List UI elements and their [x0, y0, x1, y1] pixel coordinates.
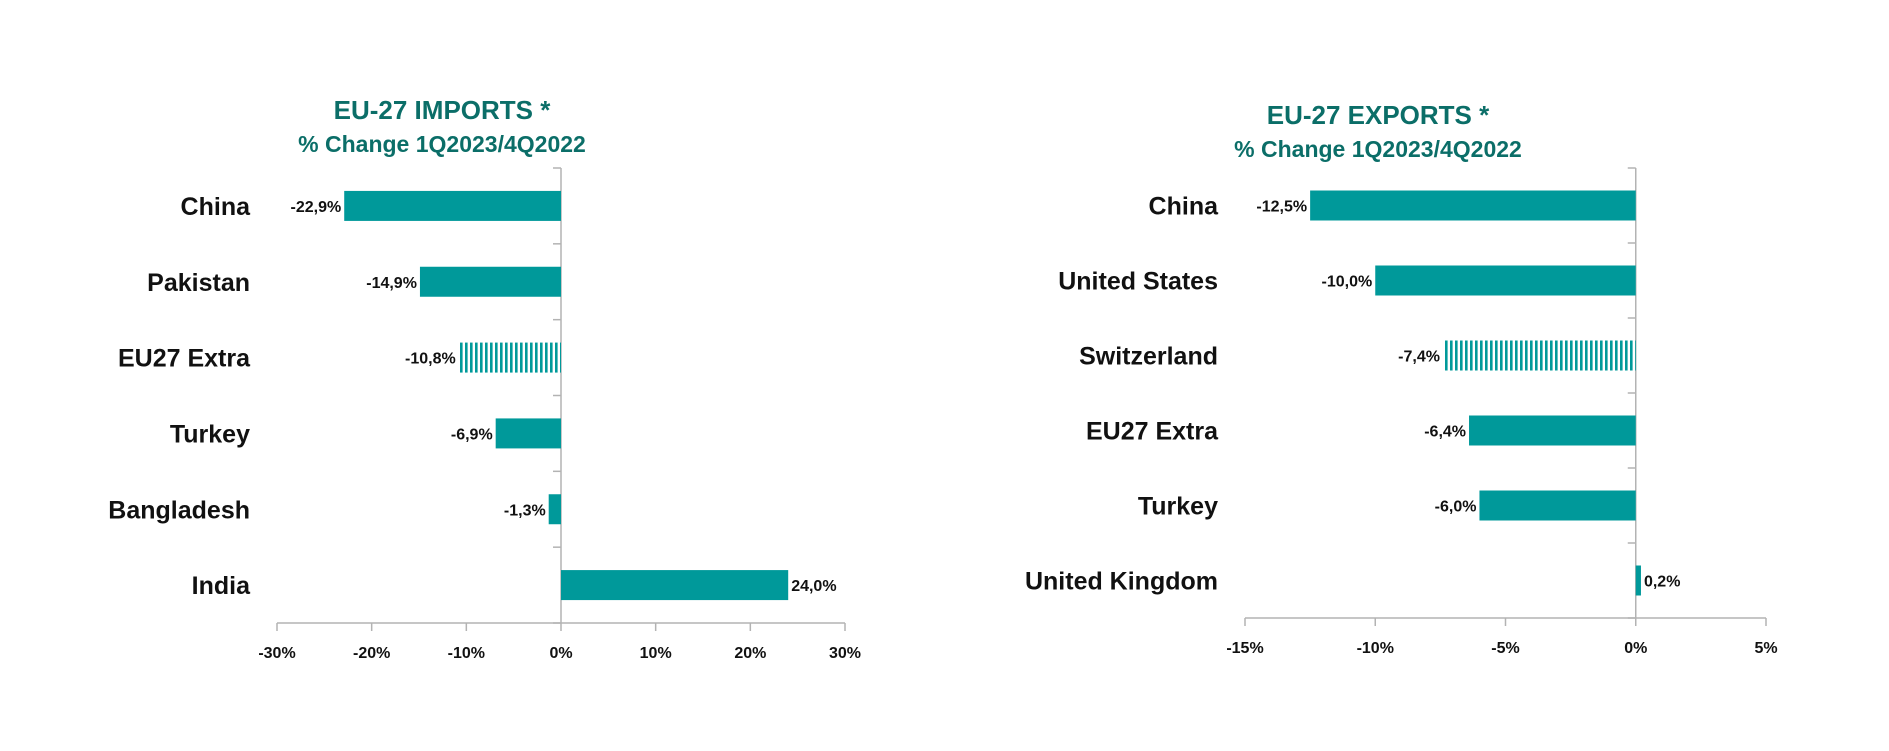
data-label: -10,0% — [1322, 274, 1373, 291]
chart-title: EU-27 EXPORTS * — [1267, 100, 1490, 130]
data-label: -6,9% — [451, 426, 493, 443]
bar — [1375, 265, 1636, 296]
chart-subtitle: % Change 1Q2023/4Q2022 — [1234, 136, 1522, 162]
category-label: India — [192, 572, 251, 600]
category-label: United States — [1058, 268, 1218, 296]
data-label: -22,9% — [291, 199, 342, 216]
x-tick-label: -5% — [1491, 640, 1519, 657]
chart-title: EU-27 IMPORTS * — [334, 95, 552, 125]
x-tick-label: -30% — [258, 645, 295, 662]
bar — [1479, 490, 1636, 521]
bar — [1469, 415, 1636, 446]
x-tick-label: -15% — [1226, 640, 1263, 657]
category-label: Turkey — [170, 420, 250, 448]
data-label: -1,3% — [504, 502, 546, 519]
exports-chart: EU-27 EXPORTS * % Change 1Q2023/4Q2022 -… — [1025, 100, 1778, 657]
x-tick-label: -20% — [353, 645, 390, 662]
bar — [548, 494, 561, 525]
x-tick-label: 0% — [1624, 640, 1647, 657]
x-tick-label: 10% — [640, 645, 672, 662]
data-label: 24,0% — [791, 578, 836, 595]
bar — [344, 190, 561, 221]
x-tick-label: 30% — [829, 645, 861, 662]
x-tick-label: 5% — [1754, 640, 1777, 657]
data-label: -7,4% — [1398, 349, 1440, 366]
bar — [419, 266, 561, 297]
x-tick-label: 0% — [549, 645, 572, 662]
category-label: Switzerland — [1079, 343, 1218, 371]
data-label: -6,4% — [1424, 424, 1466, 441]
category-label: Pakistan — [147, 269, 250, 297]
data-label: -6,0% — [1435, 499, 1477, 516]
x-tick-label: 20% — [734, 645, 766, 662]
x-tick-label: -10% — [448, 645, 485, 662]
category-label: United Kingdom — [1025, 568, 1218, 596]
bar — [495, 418, 561, 449]
category-label: EU27 Extra — [118, 345, 251, 373]
data-label: 0,2% — [1644, 574, 1680, 591]
category-label: China — [1149, 193, 1220, 221]
data-label: -14,9% — [366, 275, 417, 292]
category-label: EU27 Extra — [1086, 418, 1219, 446]
bar — [458, 342, 561, 373]
bar — [1442, 340, 1636, 371]
data-label: -10,8% — [405, 351, 456, 368]
bar — [1310, 190, 1636, 221]
category-label: China — [181, 193, 252, 221]
x-tick-label: -10% — [1357, 640, 1394, 657]
bar — [1635, 565, 1641, 596]
bar — [561, 570, 789, 601]
data-label: -12,5% — [1256, 199, 1307, 216]
category-label: Turkey — [1138, 493, 1218, 521]
category-label: Bangladesh — [108, 496, 250, 524]
imports-chart: EU-27 IMPORTS * % Change 1Q2023/4Q2022 -… — [108, 95, 861, 662]
chart-subtitle: % Change 1Q2023/4Q2022 — [298, 131, 586, 157]
